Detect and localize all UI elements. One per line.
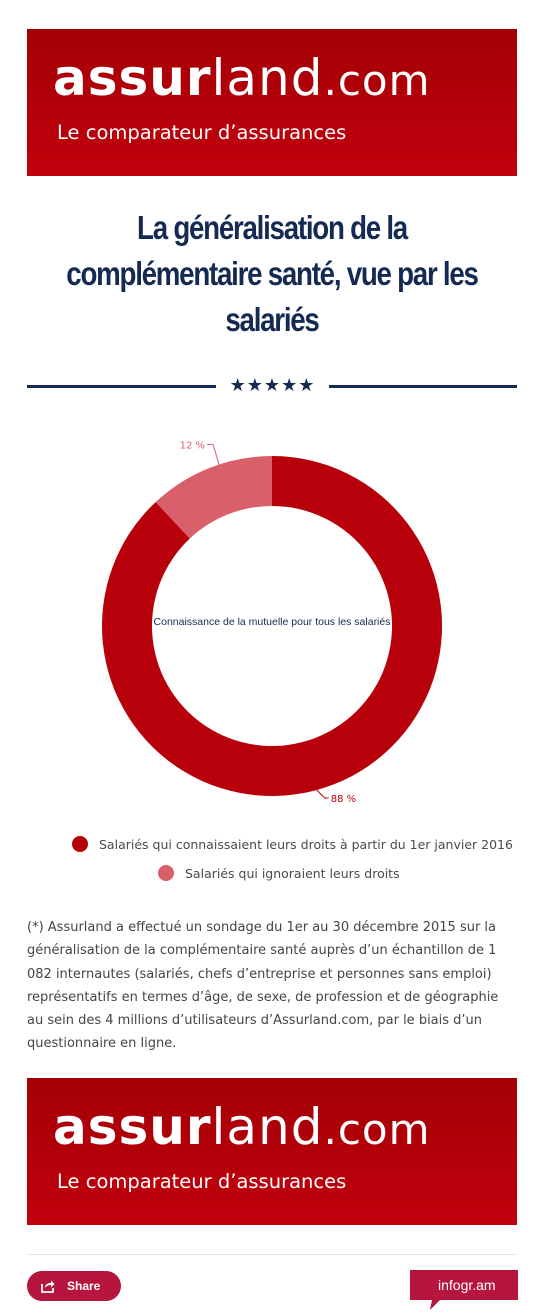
footer-brand-domain: .com [323,1105,431,1154]
legend-label-connaissaient: Salariés qui connaissaient leurs droits … [99,837,513,852]
infogram-badge-shape [410,1270,518,1310]
donut-slices [101,456,442,796]
footer-divider [27,1254,517,1255]
footer-brand-light: land [211,1098,324,1156]
divider-left [27,385,216,388]
title-line-2: complémentaire santé, vue par les [66,255,479,292]
page-title: La généralisation de la complémentaire s… [66,205,479,343]
legend-dot-ignoraient [158,865,174,881]
footer-brand-logo: assurland.com [53,1094,431,1163]
footer-brand-bold: assur [53,1098,212,1156]
title-line-1: La généralisation de la [137,209,408,246]
title-line-3: salariés [225,301,319,338]
stars-ornament: ★★★★★ [229,375,316,396]
share-button[interactable]: Share [27,1271,121,1301]
brand-tagline: Le comparateur d’assurances [57,121,347,144]
divider-right [329,385,517,388]
chart-center-label: Connaissance de la mutuelle pour tous le… [154,616,391,628]
slice-label-1: 12 % [180,440,205,451]
survey-footnote: (*) Assurland a effectué un sondage du 1… [27,920,499,1052]
share-label: Share [67,1279,101,1293]
slice-leader-0 [316,789,329,799]
donut-slice-0[interactable] [101,456,442,796]
footer-brand-tagline: Le comparateur d’assurances [57,1170,347,1193]
slice-leader-1 [207,443,220,465]
infogram-badge[interactable]: infogr.am [410,1270,520,1312]
infogram-label: infogr.am [438,1277,496,1293]
donut-chart: 88 % 12 % Connaissance de la mutuelle pou… [101,440,442,805]
donut-slice-1[interactable] [155,456,272,539]
legend-dot-connaissaient [72,836,88,852]
slice-leaders: 88 % 12 % [180,440,357,805]
brand-bold: assur [53,49,212,107]
brand-domain: .com [323,56,431,105]
brand-logo: assurland.com [53,45,431,114]
share-icon [41,1280,55,1293]
header-banner: assurland.com Le comparateur d’assurance… [27,29,517,176]
brand-light: land [211,49,324,107]
slice-label-0: 88 % [331,794,356,805]
footer-banner: assurland.com Le comparateur d’assurance… [27,1078,517,1225]
legend-label-ignoraient: Salariés qui ignoraient leurs droits [185,866,400,881]
